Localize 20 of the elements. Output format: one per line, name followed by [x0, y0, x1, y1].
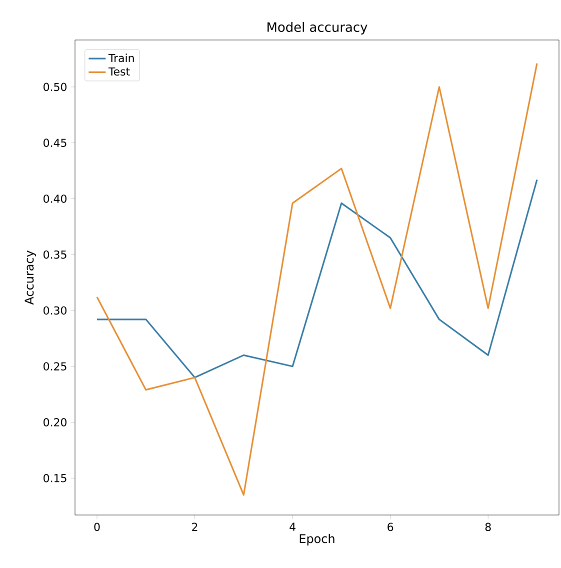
y-tick-label: 0.35	[44, 250, 66, 259]
x-tick-label: 2	[192, 522, 198, 531]
y-tick-label: 0.15	[44, 474, 66, 482]
y-tick-label: 0.45	[44, 138, 66, 147]
line-series	[96, 62, 538, 496]
line-series	[96, 178, 538, 378]
x-tick-label: 4	[290, 522, 296, 531]
y-tick-label: 0.25	[44, 362, 66, 370]
x-tick-label: 6	[388, 522, 394, 532]
x-tick-label: 0	[94, 522, 100, 532]
y-tick-label: 0.40	[44, 194, 66, 203]
x-tick-label: 8	[485, 522, 491, 532]
y-tick-label: 0.50	[44, 82, 66, 92]
x-axis-title: Epoch	[300, 534, 334, 546]
y-tick-label: 0.30	[44, 306, 66, 315]
y-tick-label: 0.20	[44, 418, 66, 426]
chart-title: Model accuracy	[268, 22, 368, 34]
legend-label: Test	[108, 67, 130, 76]
y-axis-title: Accuracy	[24, 250, 36, 305]
legend-label: Train	[108, 54, 134, 62]
